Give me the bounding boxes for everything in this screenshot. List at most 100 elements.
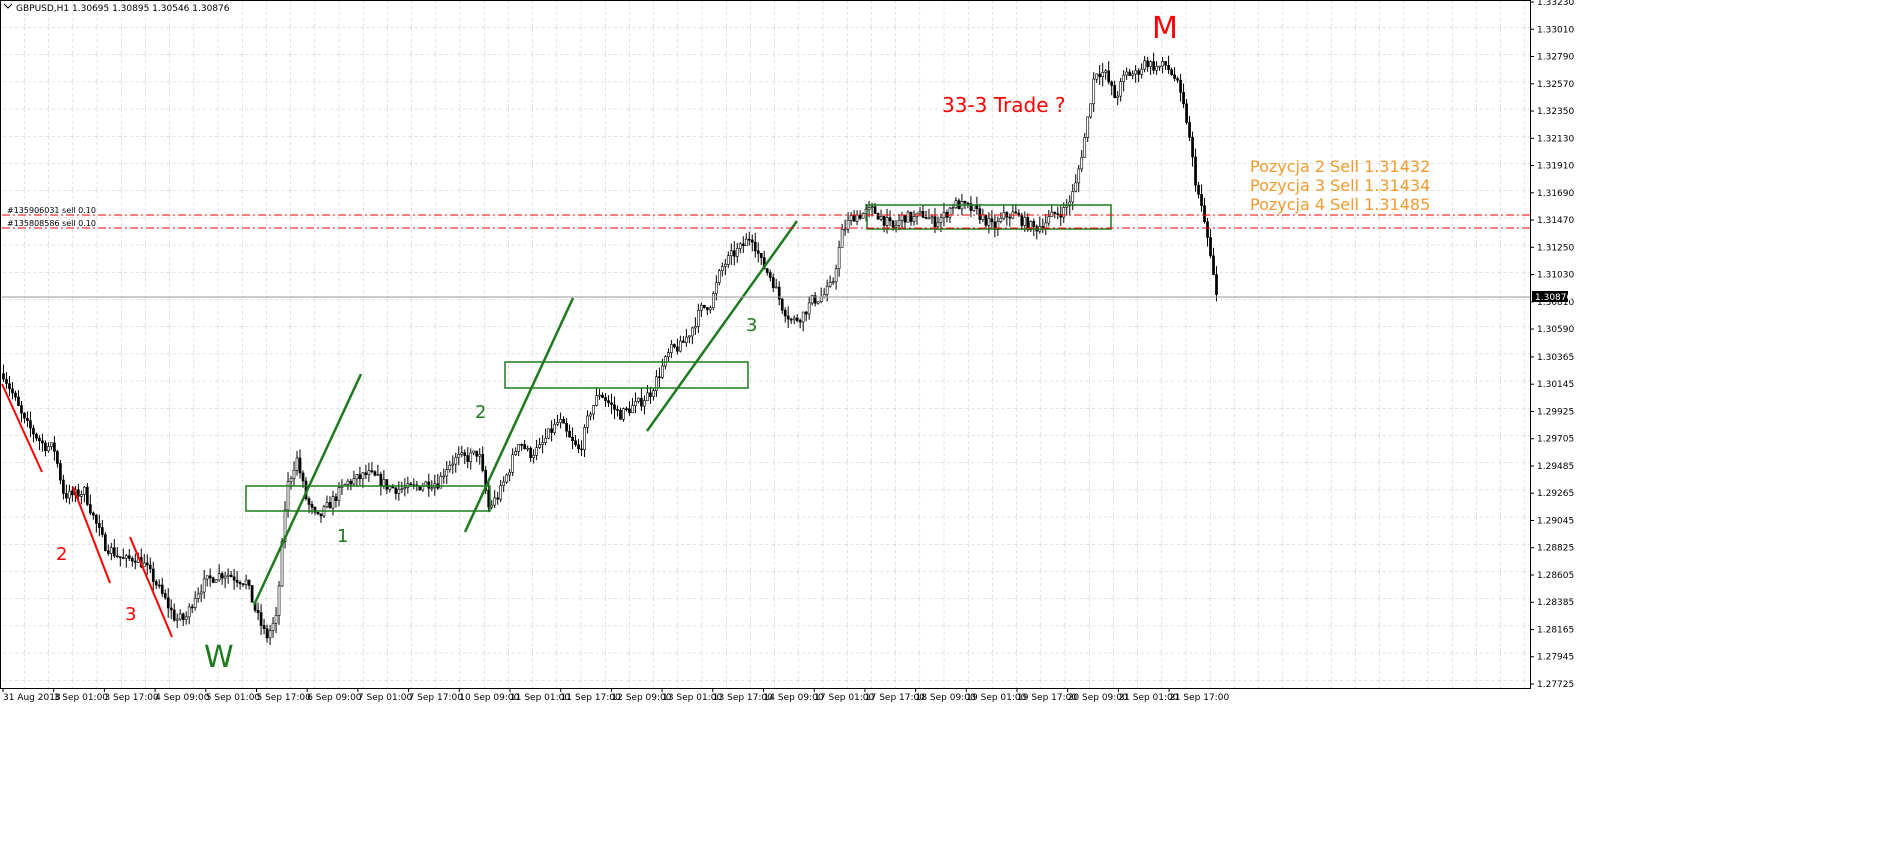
price-axis[interactable]: 1.33230 1.33010 1.32790 1.32570 1.32350 1.321…	[1530, 0, 1574, 690]
candle-body	[948, 207, 952, 218]
candles	[2, 52, 1218, 646]
candle-body	[526, 447, 529, 450]
candle-body	[834, 268, 838, 283]
candle-body	[83, 486, 86, 495]
candle-body	[457, 454, 461, 458]
candle-body	[283, 509, 287, 542]
candle-body	[655, 376, 658, 391]
green-trend-line	[463, 297, 575, 533]
candle-body	[214, 579, 218, 583]
x-tick-label: 18 Sep 09:00	[916, 693, 976, 703]
candle-body	[106, 550, 110, 554]
candle-body	[801, 311, 805, 323]
y-tick-label: 1.29705	[1537, 435, 1574, 445]
order-label[interactable]: #135906031 sell 0.10	[7, 206, 96, 215]
candle-body	[1194, 156, 1197, 186]
candle-body	[777, 286, 781, 300]
candle-body	[328, 502, 332, 509]
candle-body	[523, 444, 526, 449]
y-tick-label: 1.31250	[1537, 243, 1574, 253]
candle-body	[529, 447, 532, 458]
candle-body	[130, 558, 134, 562]
y-tick-label: 1.31910	[1537, 162, 1574, 172]
candle-body	[679, 340, 682, 352]
y-tick-label: 1.28165	[1537, 625, 1574, 635]
y-tick-label: 1.28605	[1537, 571, 1574, 581]
candle-body	[963, 201, 967, 204]
candle-body	[493, 497, 497, 506]
y-tick-label: 1.28825	[1537, 544, 1574, 554]
candle-body	[325, 502, 329, 507]
candle-body	[394, 487, 398, 494]
candle-body	[861, 213, 865, 219]
candle-body	[358, 474, 362, 480]
candle-body	[442, 475, 446, 478]
candle-body	[580, 448, 583, 451]
candle-body	[1050, 211, 1054, 217]
candle-body	[1158, 65, 1161, 68]
candle-body	[1113, 85, 1117, 99]
candle-body	[193, 598, 197, 609]
candle-body	[646, 392, 649, 401]
candle-body	[133, 560, 137, 563]
candle-body	[142, 562, 146, 568]
candle-body	[837, 247, 841, 269]
order-label[interactable]: #135808586 sell 0.10	[7, 219, 96, 228]
chevron-down-icon[interactable]	[3, 3, 13, 9]
candle-body	[1059, 214, 1063, 218]
candle-body	[978, 208, 982, 220]
candle-body	[478, 454, 482, 457]
candle-body	[460, 452, 464, 455]
candle-body	[59, 463, 62, 481]
candle-body	[1134, 70, 1137, 75]
candle-body	[472, 450, 476, 454]
candle-body	[499, 485, 503, 500]
candle-body	[1143, 60, 1146, 70]
candle-body	[26, 417, 29, 421]
x-tick-label: 6 Sep 09:00	[307, 693, 362, 703]
candle-body	[163, 593, 167, 599]
candle-body	[565, 422, 568, 432]
candle-body	[870, 206, 874, 208]
candle-body	[729, 250, 733, 257]
candle-body	[190, 606, 194, 609]
x-tick-label: 4 Sep 09:00	[155, 693, 210, 703]
candle-body	[403, 487, 407, 490]
candle-body	[726, 255, 730, 265]
candle-body	[1008, 216, 1012, 219]
candle-body	[732, 250, 736, 257]
candle-body	[307, 498, 311, 505]
candle-body	[589, 413, 592, 417]
candle-body	[232, 576, 236, 581]
candle-body	[175, 618, 179, 621]
candle-body	[658, 376, 661, 379]
candle-body	[816, 301, 820, 304]
candle-body	[616, 409, 619, 411]
position-label: Pozycja 4 Sell 1.31485	[1250, 195, 1430, 214]
candle-body	[466, 455, 470, 462]
candle-body	[1068, 201, 1072, 207]
candle-body	[400, 488, 404, 491]
candle-body	[265, 628, 269, 639]
y-tick-label: 1.29045	[1537, 516, 1574, 526]
candle-body	[568, 430, 571, 438]
x-tick-label: 10 Sep 09:00	[459, 693, 519, 703]
candle-body	[92, 512, 95, 516]
candle-body	[873, 206, 877, 214]
candle-body	[1080, 157, 1084, 170]
candle-body	[463, 452, 467, 456]
candle-body	[723, 264, 727, 267]
y-tick-label: 1.29925	[1537, 407, 1574, 417]
y-tick-label: 1.29265	[1537, 489, 1574, 499]
candle-body	[361, 472, 365, 480]
red-wave-2-label: 2	[56, 544, 67, 565]
candle-body	[942, 211, 946, 219]
candle-body	[601, 394, 604, 398]
candle-body	[634, 401, 637, 406]
candle-body	[933, 216, 937, 228]
candle-body	[1020, 214, 1024, 226]
candle-body	[277, 585, 281, 616]
candle-body	[1053, 211, 1057, 214]
